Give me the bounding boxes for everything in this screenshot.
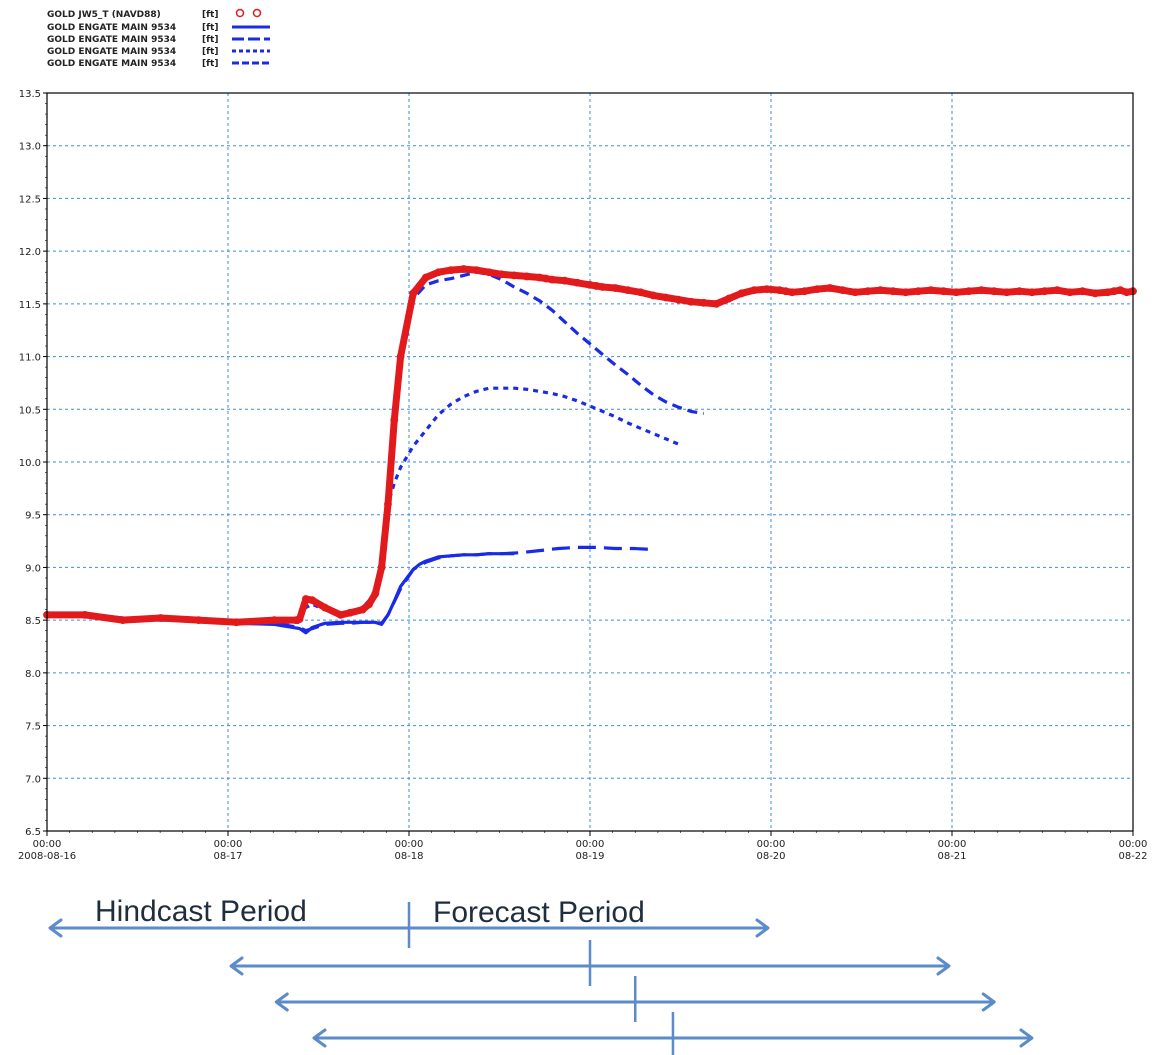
- legend-label-4: GOLD ENGATE MAIN 9534: [47, 47, 176, 57]
- period-arrow: [314, 1012, 1032, 1055]
- y-tick-label: 10.5: [19, 405, 41, 416]
- y-tick-label: 10.0: [19, 458, 41, 469]
- gridlines: [47, 93, 1133, 831]
- period-annotations: Hindcast Period Forecast Period: [50, 895, 1032, 1055]
- period-arrow: [231, 940, 949, 986]
- y-tick-label: 7.5: [25, 722, 41, 733]
- y-tick-label: 6.5: [25, 827, 41, 838]
- y-tick-label: 9.0: [25, 563, 41, 574]
- x-tick-time: 00:00: [1119, 839, 1148, 850]
- x-tick-time: 00:00: [214, 839, 243, 850]
- y-tick-label: 13.0: [19, 142, 41, 153]
- y-tick-label: 11.5: [19, 300, 41, 311]
- legend-unit-1: [ft]: [202, 10, 218, 20]
- y-tick-label: 12.0: [19, 247, 41, 258]
- legend-unit-5: [ft]: [202, 59, 218, 69]
- x-tick-date: 08-20: [756, 851, 785, 862]
- series-dash-line: [350, 272, 704, 612]
- x-tick-time: 00:00: [33, 839, 62, 850]
- x-tick-time: 00:00: [938, 839, 967, 850]
- period-arrow: [276, 976, 994, 1022]
- forecast-label: Forecast Period: [433, 896, 645, 929]
- y-tick-label: 8.5: [25, 616, 41, 627]
- x-tick-time: 00:00: [395, 839, 424, 850]
- x-tick-date: 08-22: [1118, 851, 1147, 862]
- legend-swatch-circle: [237, 10, 244, 17]
- y-tick-label: 9.5: [25, 511, 41, 522]
- legend-label-1: GOLD JW5_T (NAVD88): [47, 10, 161, 20]
- series-short-dash-line: [274, 388, 678, 622]
- legend-label-3: GOLD ENGATE MAIN 9534: [47, 35, 176, 45]
- hindcast-label: Hindcast Period: [95, 895, 307, 928]
- x-tick-date: 08-17: [213, 851, 242, 862]
- legend-swatch-circle: [254, 10, 261, 17]
- y-tick-label: 13.5: [19, 89, 41, 100]
- x-tick-date: 08-18: [394, 851, 423, 862]
- y-tick-label: 11.0: [19, 353, 41, 364]
- y-tick-label: 7.0: [25, 774, 41, 785]
- x-tick-date: 08-21: [937, 851, 966, 862]
- legend: GOLD JW5_T (NAVD88) [ft] GOLD ENGATE MAI…: [47, 10, 270, 70]
- series-observed: [44, 266, 1136, 626]
- x-tick-date: 08-19: [575, 851, 604, 862]
- x-tick-time: 00:00: [757, 839, 786, 850]
- legend-label-2: GOLD ENGATE MAIN 9534: [47, 23, 176, 33]
- legend-unit-4: [ft]: [202, 47, 218, 57]
- x-tick-time: 00:00: [576, 839, 605, 850]
- x-tick-date: 2008-08-16: [18, 851, 76, 862]
- y-tick-label: 12.5: [19, 194, 41, 205]
- legend-unit-2: [ft]: [202, 23, 218, 33]
- legend-label-5: GOLD ENGATE MAIN 9534: [47, 59, 176, 69]
- legend-unit-3: [ft]: [202, 35, 218, 45]
- axes: 6.5 7.0 7.5 8.0 8.5 9.0 9.5 10.0 10.5 11.0 11.5 12.…: [18, 89, 1148, 862]
- y-tick-label: 8.0: [25, 669, 41, 680]
